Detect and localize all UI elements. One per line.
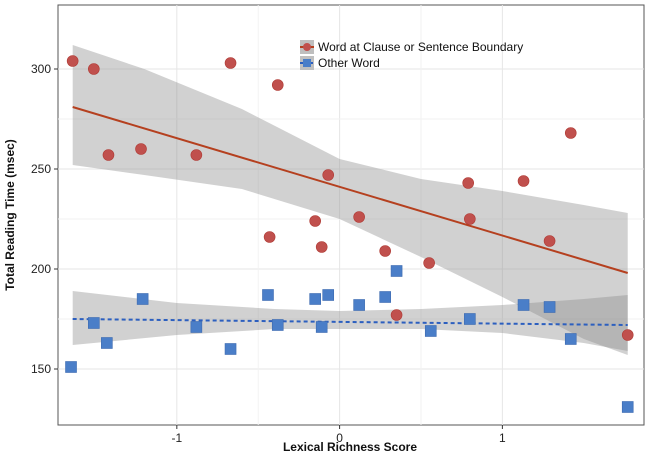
fit-line-1 (72, 318, 628, 326)
boundary-point-8 (309, 215, 321, 227)
boundary-point-12 (379, 245, 391, 257)
fit-line-0 (72, 106, 629, 274)
y-axis-ticks: 150 200 250 300 (31, 62, 58, 376)
boundary-point-11 (353, 211, 365, 223)
boundary-point-20 (621, 329, 634, 341)
other-point-19 (621, 401, 634, 413)
other-point-15 (464, 313, 476, 325)
legend: Word at Clause or Sentence Boundary Othe… (300, 40, 523, 70)
boundary-point-13 (390, 309, 403, 321)
other-point-6 (262, 289, 274, 301)
boundary-point-15 (462, 177, 475, 189)
confidence-bands (72, 45, 628, 355)
boundary-point-9 (315, 241, 328, 253)
legend-item-other: Other Word (300, 56, 380, 70)
other-point-7 (271, 319, 284, 331)
other-point-11 (353, 299, 365, 311)
legend-marker-boundary (303, 43, 311, 51)
other-point-4 (190, 321, 203, 333)
other-point-18 (564, 333, 577, 345)
boundary-point-17 (517, 175, 530, 187)
other-point-9 (315, 321, 328, 333)
y-tick-label: 200 (31, 262, 51, 276)
legend-marker-other (303, 59, 311, 67)
boundary-point-7 (271, 79, 284, 91)
other-point-2 (101, 337, 113, 349)
fit-lines (72, 106, 629, 326)
data-points (65, 55, 634, 413)
confidence-band-0 (72, 45, 628, 355)
other-point-16 (517, 299, 530, 311)
x-axis-title: Lexical Richness Score (283, 440, 417, 454)
other-point-3 (136, 293, 149, 305)
boundary-point-2 (102, 149, 115, 161)
other-point-8 (309, 293, 321, 305)
other-point-10 (322, 289, 335, 301)
y-axis-title: Total Reading Time (msec) (3, 139, 17, 291)
other-point-14 (424, 325, 437, 337)
boundary-point-5 (224, 57, 237, 69)
y-tick-label: 300 (31, 62, 51, 76)
grid (58, 5, 644, 425)
boundary-point-4 (190, 149, 203, 161)
other-point-13 (390, 265, 403, 277)
other-point-1 (88, 317, 100, 329)
y-tick-label: 250 (31, 162, 51, 176)
confidence-band-1 (72, 291, 628, 351)
x-axis-ticks: -1 0 1 (171, 425, 506, 445)
y-tick-label: 150 (31, 362, 51, 376)
boundary-point-3 (135, 143, 147, 155)
boundary-point-16 (464, 213, 476, 225)
x-tick-label: 0 (336, 431, 343, 445)
boundary-point-0 (66, 55, 79, 67)
legend-item-boundary: Word at Clause or Sentence Boundary (300, 40, 523, 54)
other-point-0 (65, 361, 77, 373)
boundary-point-10 (322, 169, 335, 181)
legend-label-boundary: Word at Clause or Sentence Boundary (318, 40, 523, 54)
other-point-12 (379, 291, 391, 303)
plot-background (57, 4, 645, 426)
boundary-point-19 (564, 127, 577, 139)
other-point-17 (543, 301, 556, 313)
x-tick-label: -1 (171, 431, 182, 445)
boundary-point-1 (88, 63, 100, 75)
legend-label-other: Other Word (318, 56, 380, 70)
other-point-5 (224, 343, 237, 355)
x-tick-label: 1 (499, 431, 506, 445)
boundary-point-14 (423, 257, 435, 269)
boundary-point-18 (543, 235, 556, 247)
boundary-point-6 (263, 231, 276, 243)
